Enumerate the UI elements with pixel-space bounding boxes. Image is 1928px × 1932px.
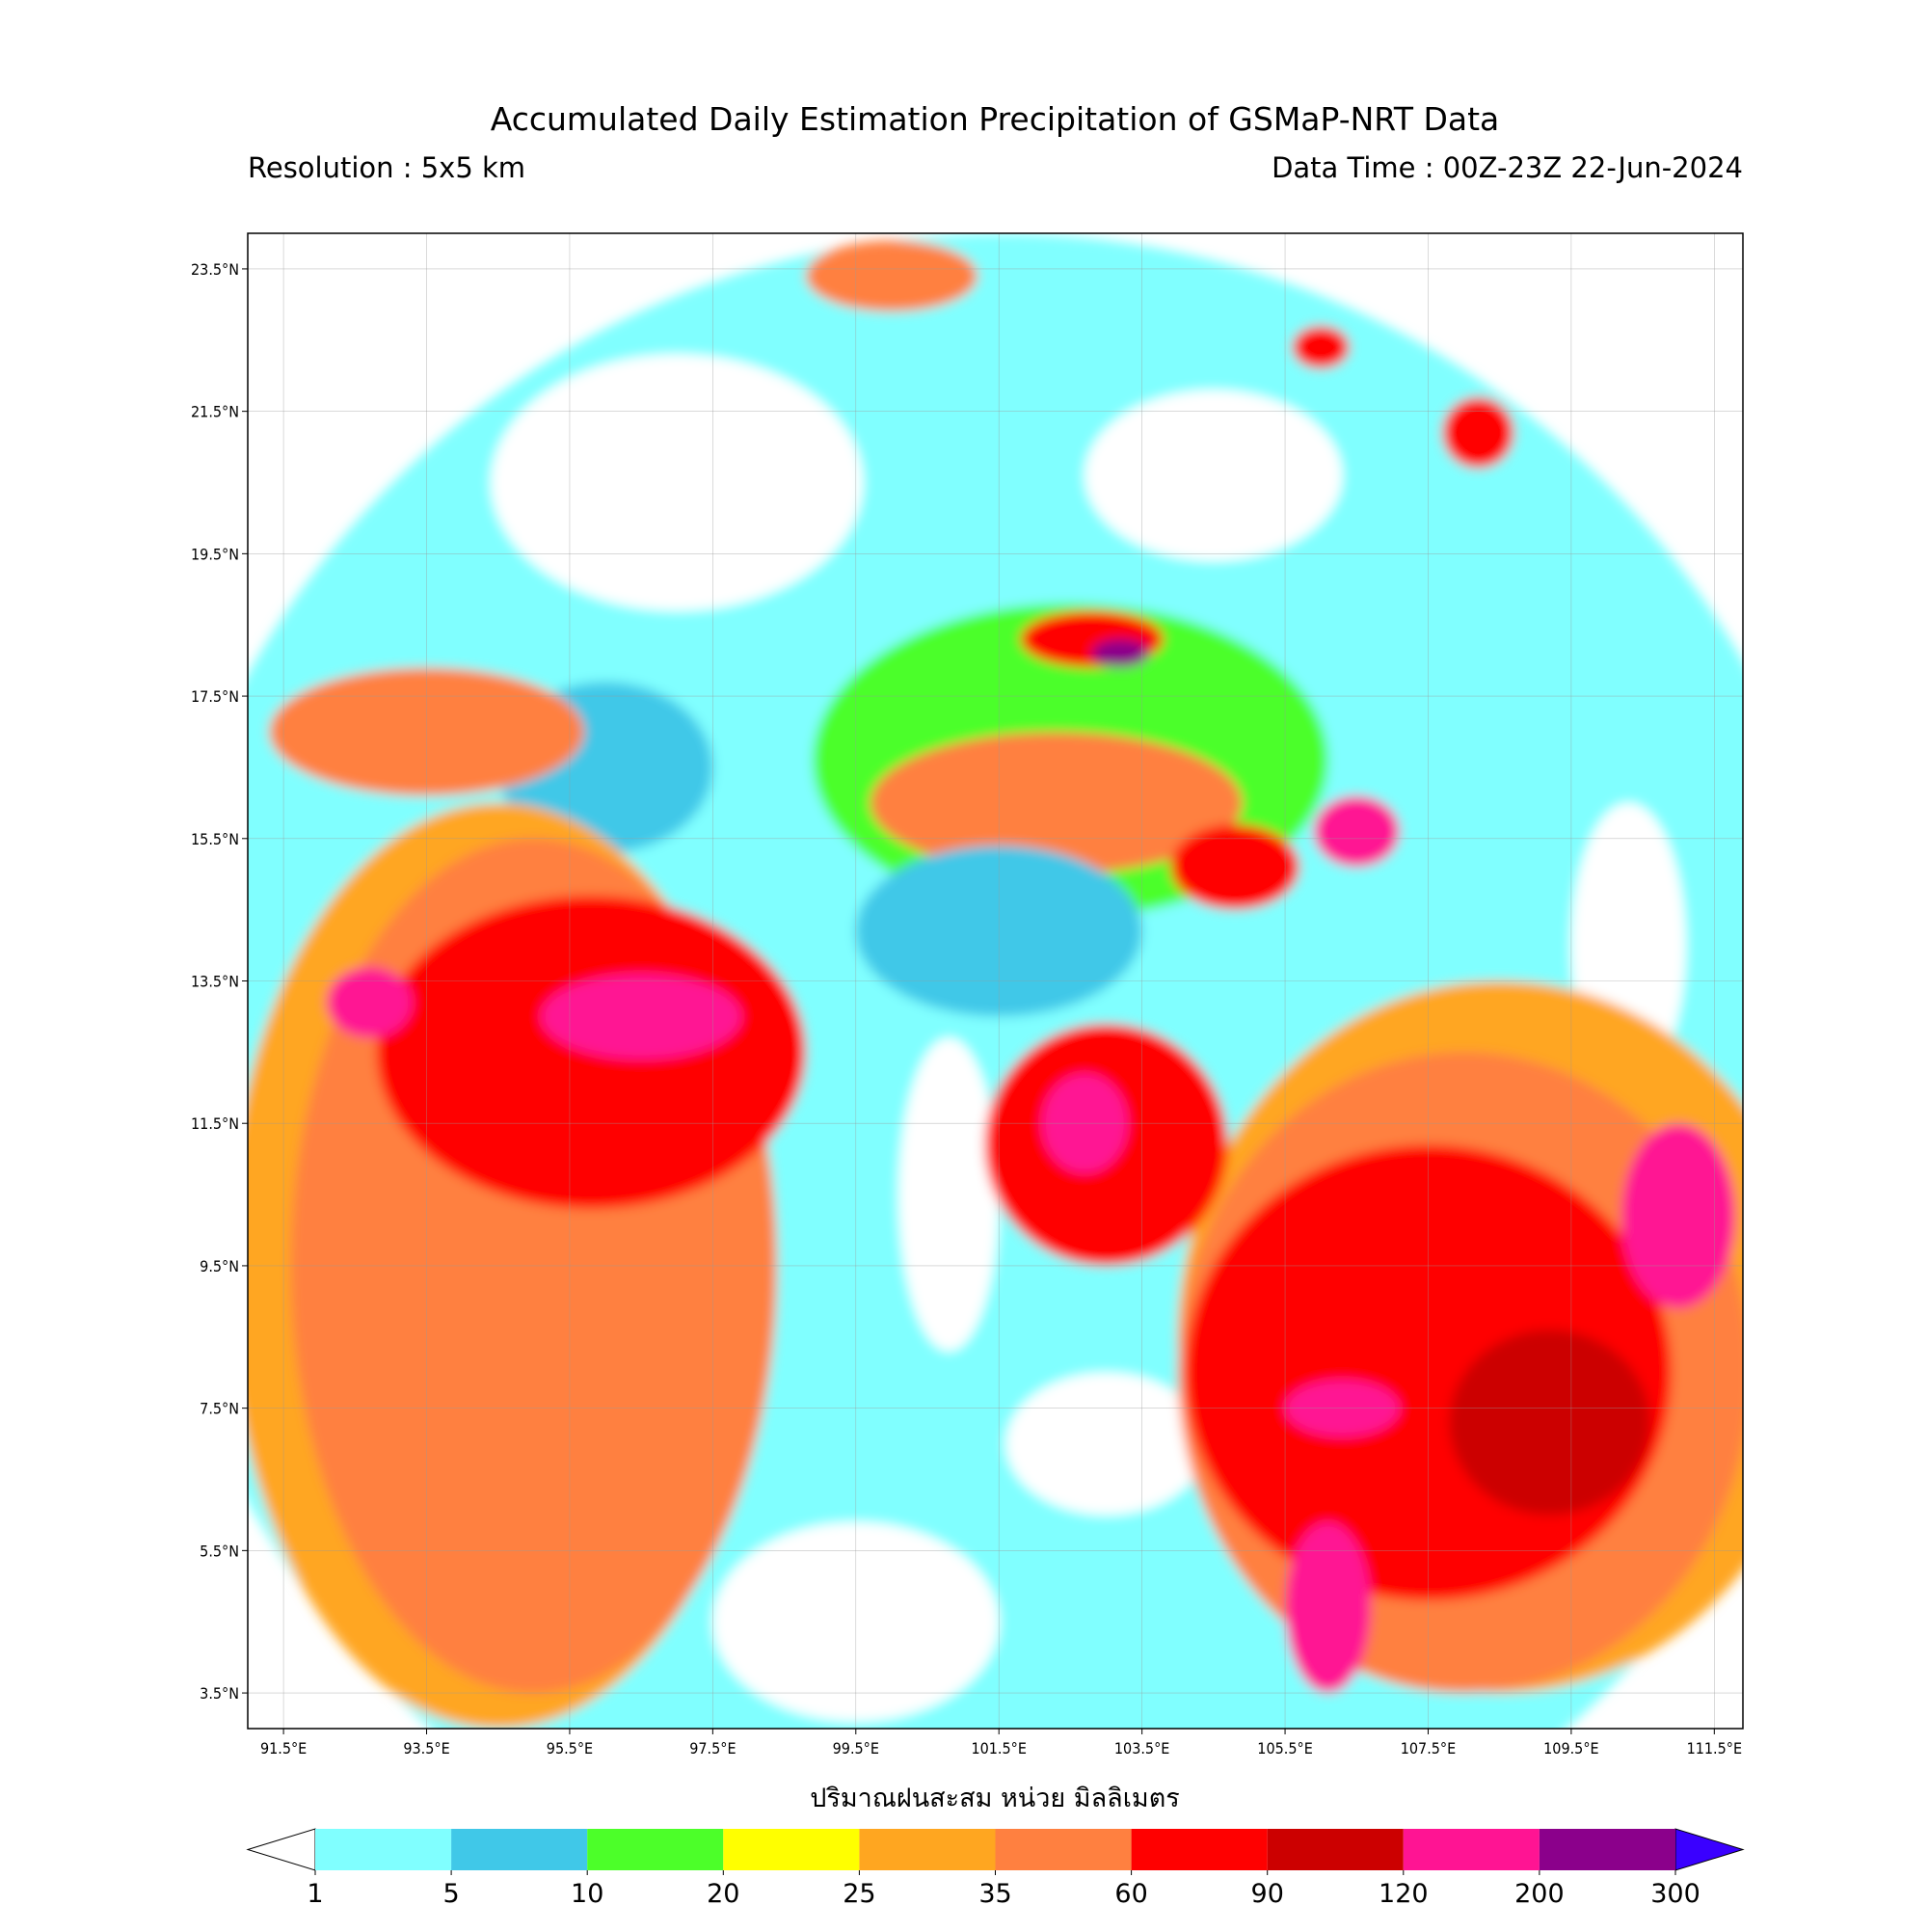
colorbar-under <box>246 1828 316 1871</box>
rain-area <box>1313 795 1400 868</box>
colorbar-segment <box>995 1829 1132 1870</box>
rain-area <box>1170 824 1299 910</box>
y-tick-label: 15.5°N <box>191 830 239 848</box>
rain-area <box>1292 326 1350 369</box>
colorbar-segment <box>1131 1829 1268 1870</box>
y-tick-label: 17.5°N <box>191 687 239 706</box>
x-tick-label: 103.5°E <box>1114 1739 1169 1758</box>
colorbar-label: 25 <box>843 1879 875 1909</box>
y-tick-label: 9.5°N <box>200 1257 239 1275</box>
colorbar-label: 300 <box>1650 1879 1700 1909</box>
rain-area <box>805 240 977 312</box>
colorbar-label: 200 <box>1514 1879 1565 1909</box>
rain-area <box>1449 1329 1650 1516</box>
y-tick-label: 23.5°N <box>191 260 239 279</box>
colorbar-segment <box>859 1829 996 1870</box>
resolution: Resolution : 5x5 km <box>248 151 525 184</box>
colorbar-label: 20 <box>707 1879 739 1909</box>
rain-area <box>491 354 864 611</box>
colorbar-segment <box>451 1829 588 1870</box>
title: Accumulated Daily Estimation Precipitati… <box>491 100 1500 138</box>
rain-area <box>1442 396 1514 469</box>
rain-area <box>1084 389 1343 561</box>
colorbar-label: 35 <box>978 1879 1011 1909</box>
colorbar-segment <box>1539 1829 1675 1870</box>
colorbar-label: 60 <box>1114 1879 1147 1909</box>
rain-area <box>1091 638 1150 668</box>
x-tick-label: 105.5°E <box>1257 1739 1312 1758</box>
y-tick-label: 13.5°N <box>191 973 239 991</box>
x-tick-label: 99.5°E <box>833 1739 879 1758</box>
rain-area <box>326 966 413 1038</box>
colorbar-segment <box>1267 1829 1404 1870</box>
x-tick-label: 109.5°E <box>1543 1739 1598 1758</box>
colorbar-over <box>1674 1828 1745 1871</box>
x-tick-label: 97.5°E <box>689 1739 736 1758</box>
colorbar-label: 10 <box>571 1879 603 1909</box>
colorbar-segment <box>1403 1829 1540 1870</box>
rain-area <box>1005 1372 1207 1516</box>
rain-area <box>1620 1123 1736 1309</box>
colorbar-title: ปริมาณฝนสะสม หน่วย มิลลิเมตร <box>810 1784 1180 1813</box>
plot-frame <box>247 232 1744 1730</box>
y-tick-label: 7.5°N <box>200 1400 239 1418</box>
x-tick-label: 101.5°E <box>971 1739 1026 1758</box>
x-tick-label: 91.5°E <box>260 1739 307 1758</box>
x-tick-label: 95.5°E <box>547 1739 593 1758</box>
data-time: Data Time : 00Z-23Z 22-Jun-2024 <box>1272 151 1743 184</box>
colorbar: 1 5 10 20 25 35 60 90 120 200 300 <box>246 1828 1745 1909</box>
x-tick-label: 93.5°E <box>403 1739 449 1758</box>
rain-area <box>898 1037 1000 1352</box>
y-tick-label: 21.5°N <box>191 403 239 421</box>
x-tick-label: 111.5°E <box>1687 1739 1742 1758</box>
colorbar-segment <box>315 1829 452 1870</box>
colorbar-label: 5 <box>443 1879 460 1909</box>
rain-area <box>541 974 742 1060</box>
rain-area <box>1285 1521 1372 1694</box>
colorbar-segment <box>587 1829 724 1870</box>
y-tick-label: 19.5°N <box>191 545 239 563</box>
y-tick-label: 3.5°N <box>200 1684 239 1703</box>
colorbar-label: 120 <box>1379 1879 1429 1909</box>
colorbar-label: 90 <box>1251 1879 1284 1909</box>
y-tick-label: 5.5°N <box>200 1542 239 1560</box>
colorbar-label: 1 <box>307 1879 323 1909</box>
colorbar-segment <box>723 1829 860 1870</box>
y-tick-label: 11.5°N <box>191 1114 239 1133</box>
x-tick-label: 107.5°E <box>1401 1739 1456 1758</box>
grid: 91.5°E 93.5°E 95.5°E 97.5°E 99.5°E 101.5°E 103… <box>191 233 1743 1758</box>
